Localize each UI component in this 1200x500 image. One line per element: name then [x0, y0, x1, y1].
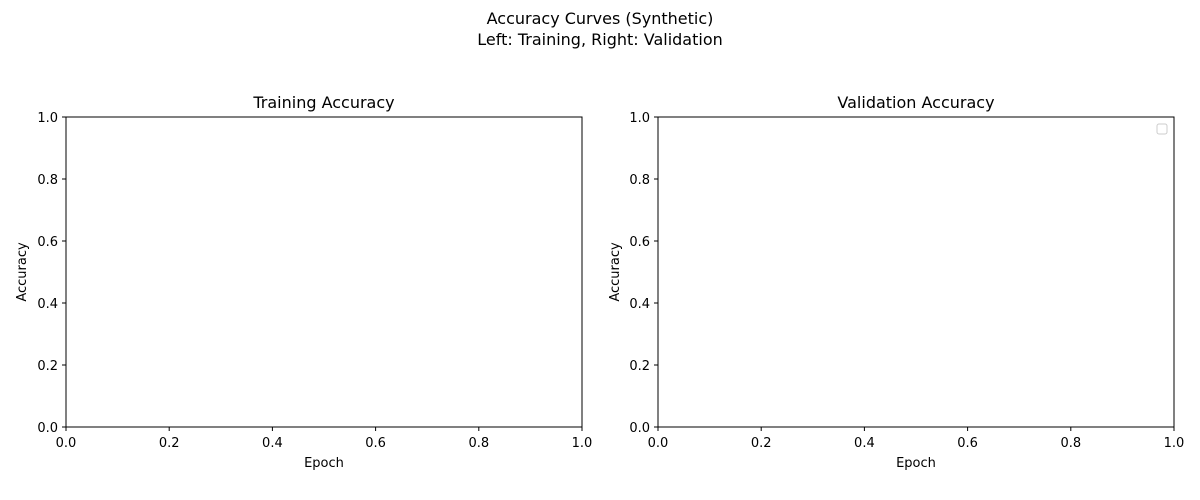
training-x-axis-label: Epoch [304, 456, 344, 471]
validation-x-tick-label: 0.8 [1060, 436, 1081, 451]
training-x-tick-label: 1.0 [572, 436, 593, 451]
validation-x-tick-label: 0.4 [854, 436, 875, 451]
figure-title-line-1: Accuracy Curves (Synthetic) [487, 9, 714, 28]
validation-x-tick-label: 0.6 [957, 436, 978, 451]
training-plot-area [65, 116, 583, 428]
training-accuracy-panel: Training Accuracy 0.0 0.2 0.4 0.6 0.8 1.0 0.0… [15, 93, 592, 471]
validation-x-tick-label: 1.0 [1164, 436, 1185, 451]
validation-y-axis-label: Accuracy [608, 242, 623, 302]
validation-x-axis-label: Epoch [896, 456, 936, 471]
validation-y-tick-label: 0.0 [629, 421, 650, 436]
validation-y-ticks: 0.0 0.2 0.4 0.6 0.8 1.0 [629, 111, 658, 436]
training-y-tick-label: 0.4 [37, 297, 58, 312]
training-x-tick-label: 0.6 [365, 436, 386, 451]
training-x-tick-label: 0.4 [262, 436, 283, 451]
training-y-axis-label: Accuracy [15, 242, 30, 302]
training-accuracy-title: Training Accuracy [252, 93, 394, 112]
validation-legend-box [1156, 123, 1168, 135]
training-y-tick-label: 0.2 [37, 359, 58, 374]
training-x-tick-label: 0.8 [468, 436, 489, 451]
validation-y-tick-label: 0.8 [629, 173, 650, 188]
training-y-tick-label: 1.0 [37, 111, 58, 126]
validation-y-tick-label: 0.4 [629, 297, 650, 312]
validation-x-tick-label: 0.2 [751, 436, 772, 451]
training-y-tick-label: 0.6 [37, 235, 58, 250]
training-x-ticks: 0.0 0.2 0.4 0.6 0.8 1.0 [56, 427, 593, 451]
validation-plot-area [657, 116, 1175, 428]
validation-y-tick-label: 1.0 [629, 111, 650, 126]
training-y-tick-label: 0.8 [37, 173, 58, 188]
training-y-tick-label: 0.0 [37, 421, 58, 436]
training-x-tick-label: 0.0 [56, 436, 77, 451]
validation-x-ticks: 0.0 0.2 0.4 0.6 0.8 1.0 [648, 427, 1185, 451]
validation-accuracy-title: Validation Accuracy [837, 93, 994, 112]
training-y-ticks: 0.0 0.2 0.4 0.6 0.8 1.0 [37, 111, 66, 436]
validation-y-tick-label: 0.6 [629, 235, 650, 250]
training-x-tick-label: 0.2 [159, 436, 180, 451]
validation-y-tick-label: 0.2 [629, 359, 650, 374]
validation-accuracy-panel: Validation Accuracy 0.0 0.2 0.4 0.6 0.8 1.0 0… [608, 93, 1184, 471]
validation-x-tick-label: 0.0 [648, 436, 669, 451]
figure-title-line-2: Left: Training, Right: Validation [477, 30, 723, 49]
